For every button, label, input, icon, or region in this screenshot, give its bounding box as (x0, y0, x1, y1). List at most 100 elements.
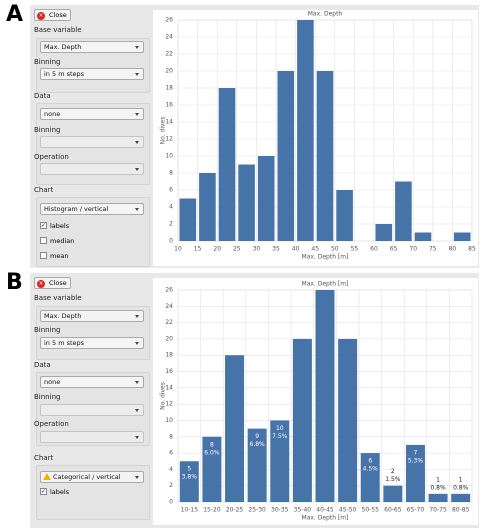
value-label: 7 (414, 449, 418, 456)
dropdown[interactable]: Max. Depth (40, 310, 144, 322)
bar (225, 355, 245, 502)
panel-letter: A (6, 2, 24, 27)
bar (316, 71, 334, 241)
bar (247, 428, 267, 502)
section-label: Data (34, 361, 51, 369)
dropdown[interactable]: Max. Depth (40, 41, 144, 53)
y-tick-label: 20 (165, 68, 173, 75)
bar (375, 224, 393, 241)
section-label: Binning (34, 393, 61, 401)
y-tick-label: 6 (169, 450, 173, 457)
y-tick-label: 26 (165, 17, 173, 24)
y-axis-label: No. dives (160, 117, 167, 145)
y-tick-label: 24 (165, 34, 173, 41)
bar (338, 338, 358, 502)
y-tick-label: 18 (165, 85, 173, 92)
chart-title: Max. Depth (308, 11, 343, 18)
checkbox-box (40, 237, 47, 244)
x-tick-label: 70-75 (429, 507, 447, 514)
percent-label: 6.8% (250, 441, 266, 448)
bar (277, 71, 295, 241)
section-label: Base variable (34, 26, 82, 34)
x-tick-label: 85 (468, 246, 476, 253)
value-label: 5 (187, 466, 191, 473)
x-tick-label: 45 (311, 246, 319, 253)
x-tick-label: 25-30 (248, 507, 266, 514)
y-tick-label: 12 (165, 136, 173, 143)
bar (292, 338, 312, 502)
x-tick-label: 15 (194, 246, 202, 253)
x-tick-label: 80-85 (452, 507, 470, 514)
dropdown (40, 404, 144, 416)
bar (199, 173, 216, 241)
checkbox[interactable]: mean (40, 252, 68, 260)
section-label: Data (34, 92, 51, 100)
y-axis-label: No. dives (160, 382, 167, 410)
checkbox[interactable]: labels ✓ (40, 222, 70, 230)
y-tick-label: 2 (169, 482, 173, 489)
x-tick-label: 30-35 (271, 507, 289, 514)
bar (270, 420, 290, 502)
y-tick-label: 20 (165, 335, 173, 342)
y-tick-label: 14 (165, 384, 173, 391)
checkbox[interactable]: labels ✓ (40, 488, 70, 496)
x-tick-label: 30 (253, 246, 261, 253)
value-label: 1 (436, 476, 440, 483)
x-tick-label: 15-20 (203, 507, 221, 514)
bar (453, 232, 471, 241)
section-label: Chart (34, 454, 54, 462)
y-tick-label: 0 (169, 499, 173, 506)
x-tick-label: 55 (351, 246, 359, 253)
close-icon: × (37, 11, 45, 20)
bar (297, 20, 314, 241)
x-tick-label: 10 (174, 246, 182, 253)
x-tick-label: 35 (272, 246, 280, 253)
dropdown[interactable]: none (40, 108, 144, 120)
percent-label: 7.5% (272, 433, 288, 440)
value-label: 1 (459, 476, 463, 483)
dropdown[interactable]: in 5 m steps (40, 68, 144, 80)
dropdown[interactable]: in 5 m steps (40, 337, 144, 349)
x-tick-label: 20-25 (226, 507, 244, 514)
x-tick-label: 45-50 (339, 507, 357, 514)
chart-title: Max. Depth [m] (302, 281, 349, 288)
panel-letter: B (6, 270, 23, 295)
x-axis-label: Max. Depth [m] (302, 254, 349, 261)
y-tick-label: 22 (165, 51, 173, 58)
x-tick-label: 20 (213, 246, 221, 253)
close-button[interactable]: Close × (34, 277, 71, 289)
y-tick-label: 10 (165, 153, 173, 160)
y-tick-label: 16 (165, 368, 173, 375)
checkbox[interactable]: median (40, 237, 74, 245)
bar (179, 198, 197, 241)
y-tick-label: 24 (165, 303, 173, 310)
y-tick-label: 18 (165, 352, 173, 359)
x-tick-label: 80 (449, 246, 457, 253)
x-tick-label: 40-45 (316, 507, 334, 514)
bar (257, 156, 275, 241)
percent-label: 0.8% (453, 484, 469, 491)
x-tick-label: 70 (409, 246, 417, 253)
x-tick-label: 50-55 (362, 507, 380, 514)
percent-label: 0.8% (430, 484, 446, 491)
percent-label: 4.5% (363, 466, 379, 473)
y-tick-label: 6 (169, 187, 173, 194)
bar (405, 444, 425, 502)
y-tick-label: 2 (169, 221, 173, 228)
value-label: 8 (210, 441, 214, 448)
percent-label: 6.0% (204, 449, 220, 456)
dropdown[interactable]: Histogram / vertical (40, 203, 144, 215)
x-tick-label: 40 (292, 246, 300, 253)
dropdown[interactable]: none (40, 376, 144, 388)
bar (315, 290, 335, 502)
y-tick-label: 12 (165, 401, 173, 408)
bar (360, 453, 380, 502)
dropdown[interactable]: Categorical / vertical (40, 471, 144, 483)
dropdown (40, 163, 144, 175)
close-button[interactable]: Close × (34, 9, 71, 21)
bar (202, 436, 222, 502)
section-label: Operation (34, 420, 69, 428)
checkbox-box (40, 252, 47, 259)
x-tick-label: 60 (370, 246, 378, 253)
